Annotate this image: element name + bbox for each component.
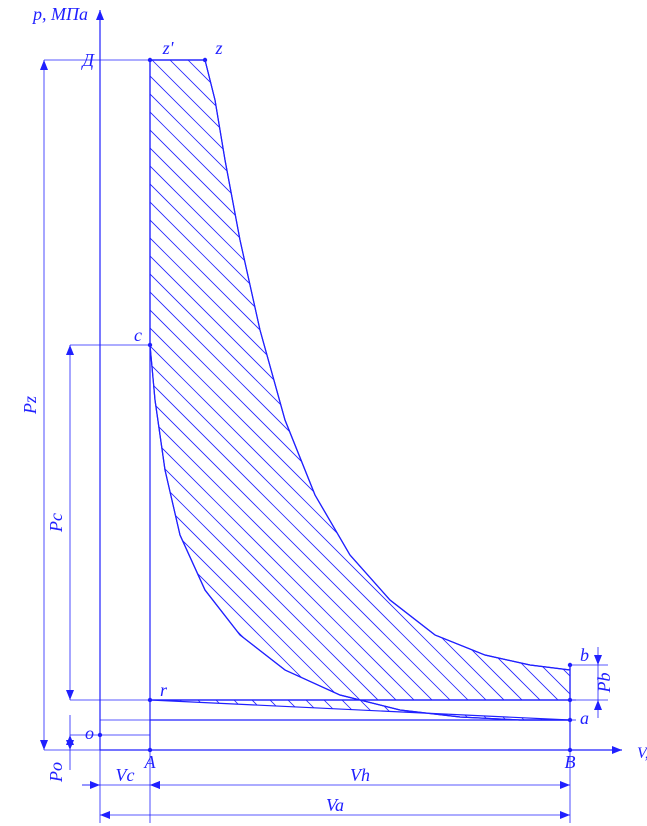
svg-text:Д: Д [81,50,96,70]
svg-text:o: o [85,723,94,743]
svg-text:b: b [580,645,589,665]
svg-text:Vh: Vh [350,765,370,785]
svg-text:A: A [144,752,157,772]
svg-text:Pc: Pc [46,513,66,533]
svg-text:V, м³: V, м³ [637,745,647,762]
svg-text:Po: Po [46,762,66,783]
svg-text:z': z' [162,38,175,58]
svg-text:Vc: Vc [116,765,135,785]
svg-text:a: a [580,708,589,728]
svg-text:B: B [565,752,576,772]
svg-text:Va: Va [326,795,344,815]
svg-text:p, МПа: p, МПа [31,4,88,24]
svg-text:c: c [134,325,142,345]
svg-text:Pb: Pb [594,673,614,694]
svg-text:Pz: Pz [20,396,40,415]
svg-text:z: z [214,38,222,58]
svg-text:r: r [160,680,168,700]
